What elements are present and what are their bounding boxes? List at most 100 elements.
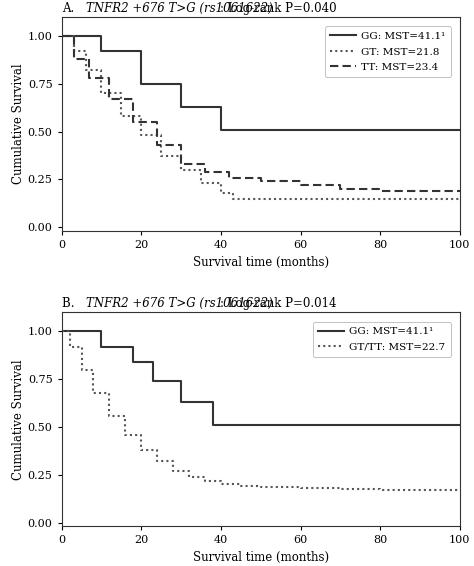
TT: MST=23.4: (60, 0.24): MST=23.4: (60, 0.24): [298, 178, 303, 185]
Line: GG: MST=41.1¹: GG: MST=41.1¹: [62, 36, 460, 130]
GT/TT: MST=22.7: (20, 0.38): MST=22.7: (20, 0.38): [138, 447, 144, 453]
Text: A.: A.: [62, 2, 85, 15]
GT/TT: MST=22.7: (24, 0.38): MST=22.7: (24, 0.38): [155, 447, 160, 453]
GG: MST=41.1¹: (30, 0.75): MST=41.1¹: (30, 0.75): [178, 80, 184, 87]
GG: MST=41.1¹: (20, 0.92): MST=41.1¹: (20, 0.92): [138, 48, 144, 55]
TT: MST=23.4: (100, 0.19): MST=23.4: (100, 0.19): [457, 187, 463, 194]
Text: TNFR2 +676 T>G (rs1061622): TNFR2 +676 T>G (rs1061622): [85, 297, 272, 310]
TT: MST=23.4: (50, 0.26): MST=23.4: (50, 0.26): [258, 174, 264, 181]
GT: MST=21.8: (15, 0.7): MST=21.8: (15, 0.7): [118, 90, 124, 97]
GG: MST=41.1¹: (47, 0.51): MST=41.1¹: (47, 0.51): [246, 126, 252, 133]
GT: MST=21.8: (40, 0.23): MST=21.8: (40, 0.23): [218, 180, 224, 187]
TT: MST=23.4: (42, 0.26): MST=23.4: (42, 0.26): [226, 174, 232, 181]
GT/TT: MST=22.7: (40, 0.22): MST=22.7: (40, 0.22): [218, 477, 224, 484]
GG: MST=41.1¹: (10, 0.92): MST=41.1¹: (10, 0.92): [99, 344, 104, 350]
Text: : Log-rank P=0.014: : Log-rank P=0.014: [220, 297, 337, 310]
GG: MST=41.1¹: (38, 0.51): MST=41.1¹: (38, 0.51): [210, 422, 216, 428]
Legend: GG: MST=41.1¹, GT/TT: MST=22.7: GG: MST=41.1¹, GT/TT: MST=22.7: [313, 322, 451, 357]
GT: MST=21.8: (20, 0.48): MST=21.8: (20, 0.48): [138, 132, 144, 139]
GG: MST=41.1¹: (44, 0.51): MST=41.1¹: (44, 0.51): [234, 422, 240, 428]
GG: MST=41.1¹: (18, 0.92): MST=41.1¹: (18, 0.92): [130, 344, 136, 350]
GT/TT: MST=22.7: (36, 0.24): MST=22.7: (36, 0.24): [202, 473, 208, 480]
GT/TT: MST=22.7: (70, 0.175): MST=22.7: (70, 0.175): [337, 486, 343, 492]
GG: MST=41.1¹: (20, 0.75): MST=41.1¹: (20, 0.75): [138, 80, 144, 87]
TT: MST=23.4: (30, 0.33): MST=23.4: (30, 0.33): [178, 161, 184, 168]
GT: MST=21.8: (100, 0.145): MST=21.8: (100, 0.145): [457, 196, 463, 203]
GT/TT: MST=22.7: (8, 0.8): MST=22.7: (8, 0.8): [91, 366, 96, 373]
GT: MST=21.8: (30, 0.37): MST=21.8: (30, 0.37): [178, 153, 184, 160]
GT/TT: MST=22.7: (0, 1): MST=22.7: (0, 1): [59, 328, 64, 335]
GT/TT: MST=22.7: (100, 0.17): MST=22.7: (100, 0.17): [457, 487, 463, 494]
X-axis label: Survival time (months): Survival time (months): [192, 256, 329, 269]
TT: MST=23.4: (70, 0.22): MST=23.4: (70, 0.22): [337, 182, 343, 188]
GG: MST=41.1¹: (18, 0.84): MST=41.1¹: (18, 0.84): [130, 359, 136, 366]
GT: MST=21.8: (25, 0.37): MST=21.8: (25, 0.37): [158, 153, 164, 160]
GT/TT: MST=22.7: (50, 0.19): MST=22.7: (50, 0.19): [258, 483, 264, 490]
GG: MST=41.1¹: (40, 0.51): MST=41.1¹: (40, 0.51): [218, 126, 224, 133]
TT: MST=23.4: (3, 1): MST=23.4: (3, 1): [71, 33, 76, 40]
GG: MST=41.1¹: (38, 0.63): MST=41.1¹: (38, 0.63): [210, 399, 216, 406]
TT: MST=23.4: (12, 0.78): MST=23.4: (12, 0.78): [107, 75, 112, 82]
GT: MST=21.8: (10, 0.82): MST=21.8: (10, 0.82): [99, 67, 104, 74]
GG: MST=41.1¹: (0, 1): MST=41.1¹: (0, 1): [59, 33, 64, 40]
GT/TT: MST=22.7: (2, 0.92): MST=22.7: (2, 0.92): [67, 344, 73, 350]
GT: MST=21.8: (35, 0.3): MST=21.8: (35, 0.3): [198, 166, 204, 173]
GG: MST=41.1¹: (47, 0.51): MST=41.1¹: (47, 0.51): [246, 126, 252, 133]
TT: MST=23.4: (36, 0.29): MST=23.4: (36, 0.29): [202, 168, 208, 175]
GT/TT: MST=22.7: (80, 0.17): MST=22.7: (80, 0.17): [377, 487, 383, 494]
TT: MST=23.4: (42, 0.29): MST=23.4: (42, 0.29): [226, 168, 232, 175]
GT/TT: MST=22.7: (60, 0.185): MST=22.7: (60, 0.185): [298, 484, 303, 491]
TT: MST=23.4: (36, 0.33): MST=23.4: (36, 0.33): [202, 161, 208, 168]
GT: MST=21.8: (6, 0.82): MST=21.8: (6, 0.82): [82, 67, 88, 74]
GT/TT: MST=22.7: (12, 0.56): MST=22.7: (12, 0.56): [107, 412, 112, 419]
GT/TT: MST=22.7: (32, 0.24): MST=22.7: (32, 0.24): [186, 473, 192, 480]
TT: MST=23.4: (30, 0.43): MST=23.4: (30, 0.43): [178, 142, 184, 148]
GT/TT: MST=22.7: (36, 0.22): MST=22.7: (36, 0.22): [202, 477, 208, 484]
GT: MST=21.8: (30, 0.3): MST=21.8: (30, 0.3): [178, 166, 184, 173]
TT: MST=23.4: (50, 0.24): MST=23.4: (50, 0.24): [258, 178, 264, 185]
Line: GG: MST=41.1¹: GG: MST=41.1¹: [62, 332, 460, 425]
GT/TT: MST=22.7: (2, 1): MST=22.7: (2, 1): [67, 328, 73, 335]
GT/TT: MST=22.7: (12, 0.68): MST=22.7: (12, 0.68): [107, 389, 112, 396]
TT: MST=23.4: (18, 0.55): MST=23.4: (18, 0.55): [130, 119, 136, 126]
TT: MST=23.4: (60, 0.22): MST=23.4: (60, 0.22): [298, 182, 303, 188]
TT: MST=23.4: (70, 0.2): MST=23.4: (70, 0.2): [337, 186, 343, 192]
GT/TT: MST=22.7: (70, 0.18): MST=22.7: (70, 0.18): [337, 484, 343, 491]
GT/TT: MST=22.7: (45, 0.2): MST=22.7: (45, 0.2): [238, 481, 244, 488]
GG: MST=41.1¹: (44, 0.51): MST=41.1¹: (44, 0.51): [234, 422, 240, 428]
GT/TT: MST=22.7: (5, 0.92): MST=22.7: (5, 0.92): [79, 344, 84, 350]
GT/TT: MST=22.7: (50, 0.185): MST=22.7: (50, 0.185): [258, 484, 264, 491]
Legend: GG: MST=41.1¹, GT: MST=21.8, TT: MST=23.4: GG: MST=41.1¹, GT: MST=21.8, TT: MST=23.…: [325, 27, 451, 78]
Y-axis label: Cumulative Survival: Cumulative Survival: [12, 359, 25, 479]
GT: MST=21.8: (43, 0.18): MST=21.8: (43, 0.18): [230, 190, 236, 196]
GT: MST=21.8: (0, 1): MST=21.8: (0, 1): [59, 33, 64, 40]
GT/TT: MST=22.7: (20, 0.46): MST=22.7: (20, 0.46): [138, 431, 144, 438]
GT/TT: MST=22.7: (24, 0.32): MST=22.7: (24, 0.32): [155, 458, 160, 465]
TT: MST=23.4: (80, 0.2): MST=23.4: (80, 0.2): [377, 186, 383, 192]
GG: MST=41.1¹: (30, 0.63): MST=41.1¹: (30, 0.63): [178, 104, 184, 110]
Text: : Log-rank P=0.040: : Log-rank P=0.040: [220, 2, 337, 15]
Text: TNFR2 +676 T>G (rs1061622): TNFR2 +676 T>G (rs1061622): [85, 2, 272, 15]
X-axis label: Survival time (months): Survival time (months): [192, 551, 329, 564]
GT: MST=21.8: (3, 0.92): MST=21.8: (3, 0.92): [71, 48, 76, 55]
GG: MST=41.1¹: (100, 0.51): MST=41.1¹: (100, 0.51): [457, 126, 463, 133]
Line: TT: MST=23.4: TT: MST=23.4: [62, 36, 460, 191]
Line: GT/TT: MST=22.7: GT/TT: MST=22.7: [62, 332, 460, 490]
TT: MST=23.4: (12, 0.67): MST=23.4: (12, 0.67): [107, 96, 112, 102]
GG: MST=41.1¹: (0, 1): MST=41.1¹: (0, 1): [59, 328, 64, 335]
GT: MST=21.8: (10, 0.7): MST=21.8: (10, 0.7): [99, 90, 104, 97]
GT/TT: MST=22.7: (28, 0.27): MST=22.7: (28, 0.27): [170, 468, 176, 474]
GT/TT: MST=22.7: (16, 0.56): MST=22.7: (16, 0.56): [122, 412, 128, 419]
GT/TT: MST=22.7: (40, 0.2): MST=22.7: (40, 0.2): [218, 481, 224, 488]
GT: MST=21.8: (6, 0.92): MST=21.8: (6, 0.92): [82, 48, 88, 55]
GT: MST=21.8: (50, 0.15): MST=21.8: (50, 0.15): [258, 195, 264, 202]
GG: MST=41.1¹: (40, 0.63): MST=41.1¹: (40, 0.63): [218, 104, 224, 110]
TT: MST=23.4: (24, 0.55): MST=23.4: (24, 0.55): [155, 119, 160, 126]
GG: MST=41.1¹: (23, 0.84): MST=41.1¹: (23, 0.84): [150, 359, 156, 366]
GT: MST=21.8: (25, 0.48): MST=21.8: (25, 0.48): [158, 132, 164, 139]
Y-axis label: Cumulative Survival: Cumulative Survival: [12, 64, 25, 185]
TT: MST=23.4: (7, 0.78): MST=23.4: (7, 0.78): [87, 75, 92, 82]
GG: MST=41.1¹: (30, 0.63): MST=41.1¹: (30, 0.63): [178, 399, 184, 406]
GT/TT: MST=22.7: (16, 0.46): MST=22.7: (16, 0.46): [122, 431, 128, 438]
GG: MST=41.1¹: (100, 0.51): MST=41.1¹: (100, 0.51): [457, 422, 463, 428]
